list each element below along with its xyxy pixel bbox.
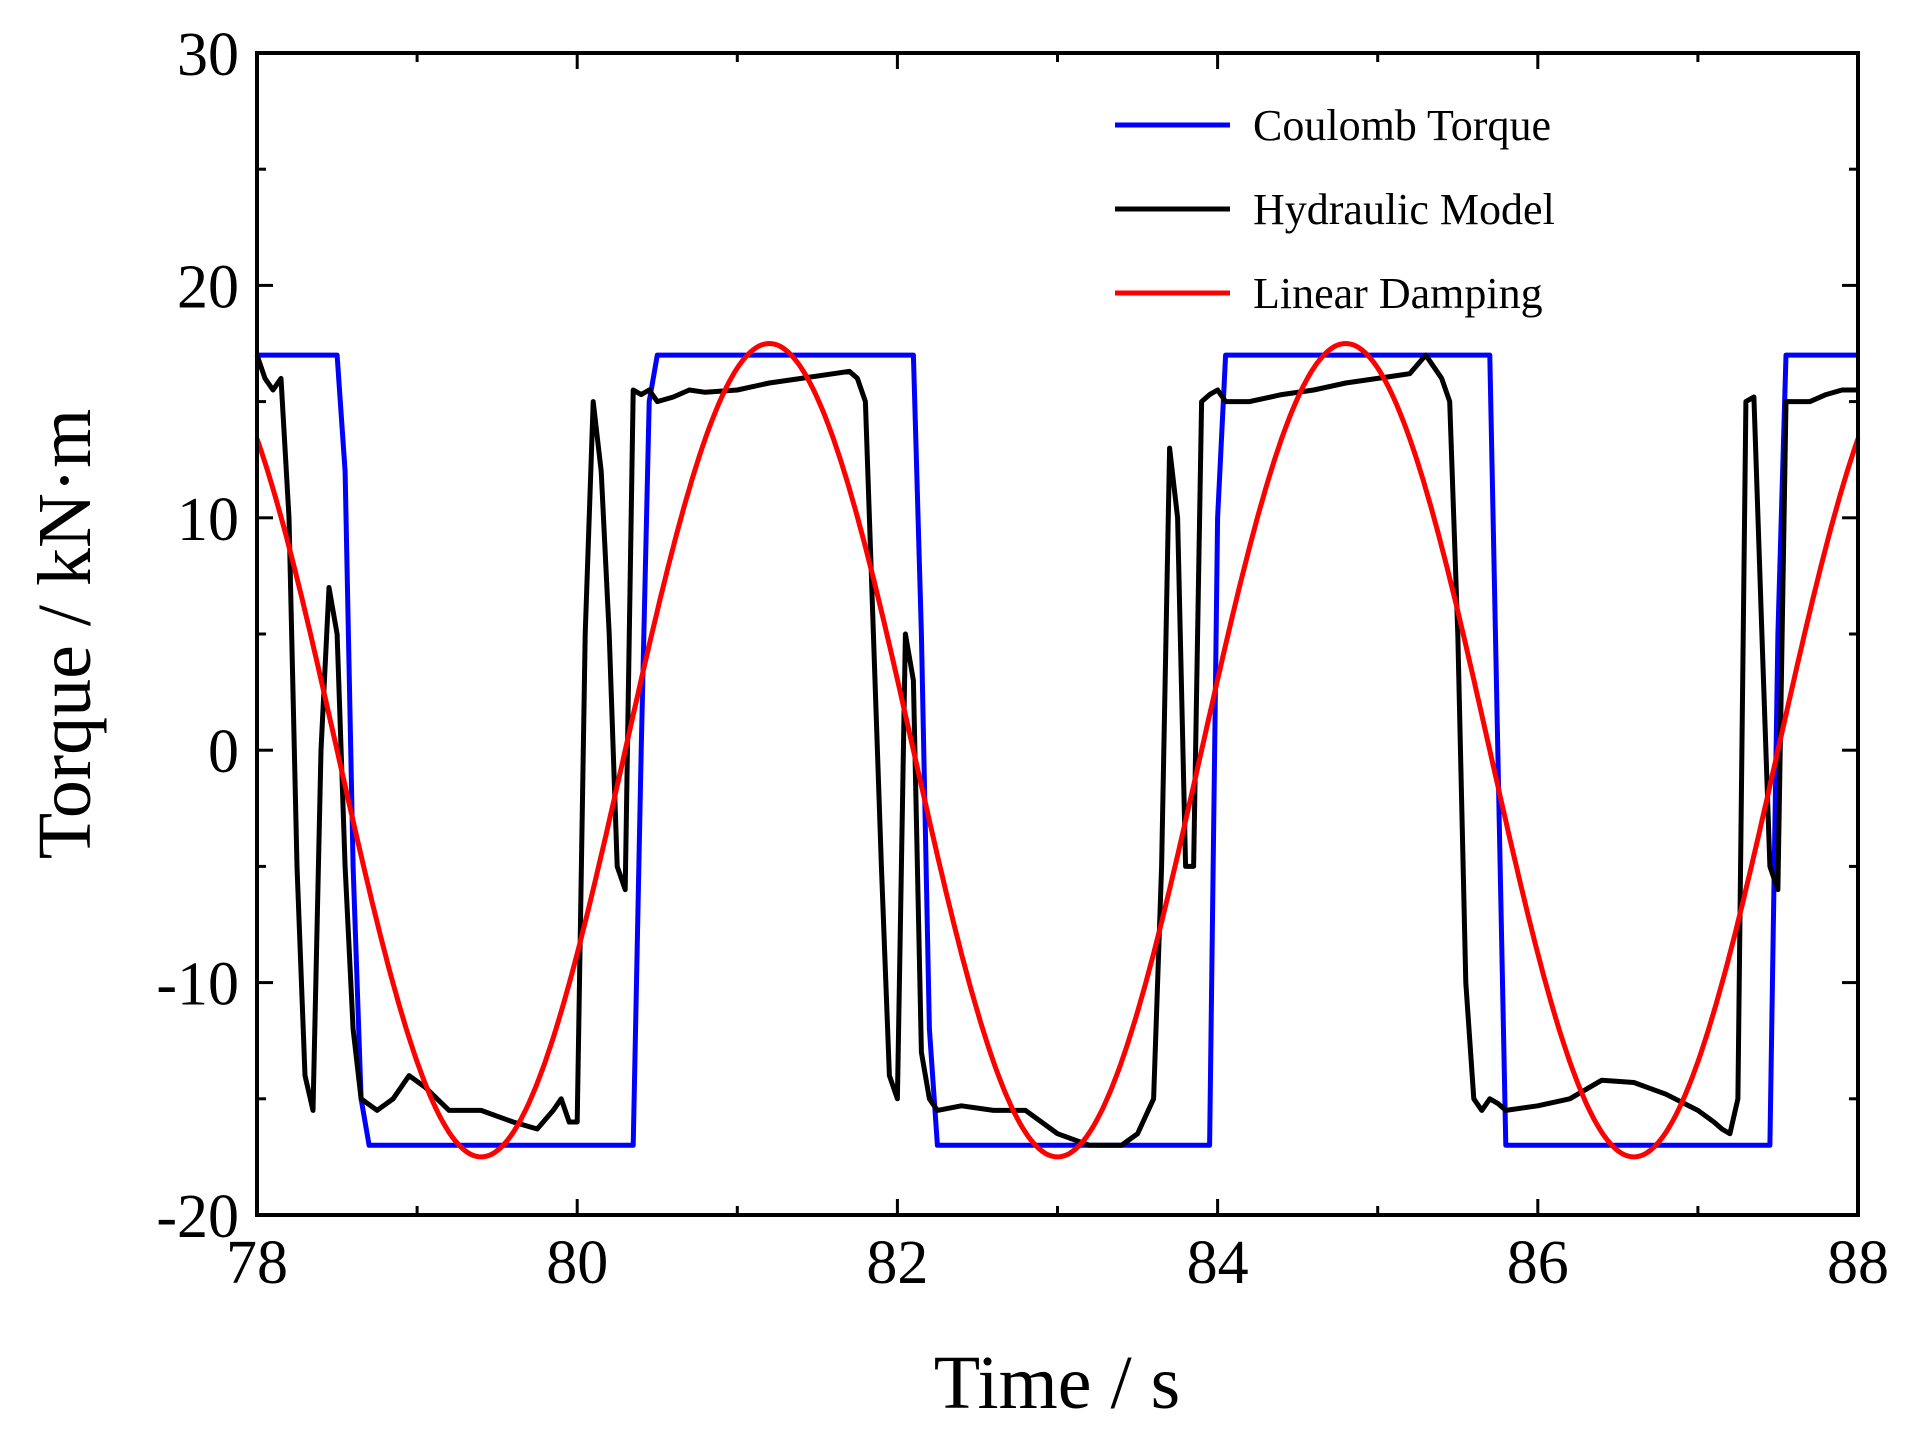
y-tick-label: 20 <box>177 253 239 321</box>
x-tick-label: 78 <box>226 1229 288 1297</box>
x-tick-label: 86 <box>1507 1229 1569 1297</box>
x-tick-label: 82 <box>866 1229 928 1297</box>
series-line-linear-damping <box>254 341 1861 1160</box>
y-tick-label: -10 <box>156 951 239 1019</box>
plot-frame <box>255 51 1860 1217</box>
series-line-hydraulic-model <box>254 352 1858 1148</box>
legend-label-linear-damping: Linear Damping <box>1253 269 1543 318</box>
x-tick-label: 88 <box>1827 1229 1889 1297</box>
y-tick-label: 0 <box>208 718 239 786</box>
series-layer <box>254 341 1861 1160</box>
y-tick-label: 30 <box>177 21 239 89</box>
y-tick-label: -20 <box>156 1183 239 1251</box>
y-axis-title: Torque / kN·m <box>23 409 107 860</box>
x-tick-label: 80 <box>546 1229 608 1297</box>
x-tick-label: 84 <box>1187 1229 1249 1297</box>
legend-label-hydraulic-model: Hydraulic Model <box>1253 185 1555 234</box>
legend-label-coulomb-torque: Coulomb Torque <box>1253 101 1551 150</box>
y-tick-label: 10 <box>177 486 239 554</box>
legend: Coulomb Torque Hydraulic Model Linear Damp… <box>1115 101 1555 318</box>
ticks-layer: 78 80 82 84 86 88 -20 -10 0 10 20 30 <box>156 21 1889 1297</box>
x-axis-title: Time / s <box>934 1341 1180 1425</box>
series-line-coulomb-torque <box>257 352 1858 1148</box>
